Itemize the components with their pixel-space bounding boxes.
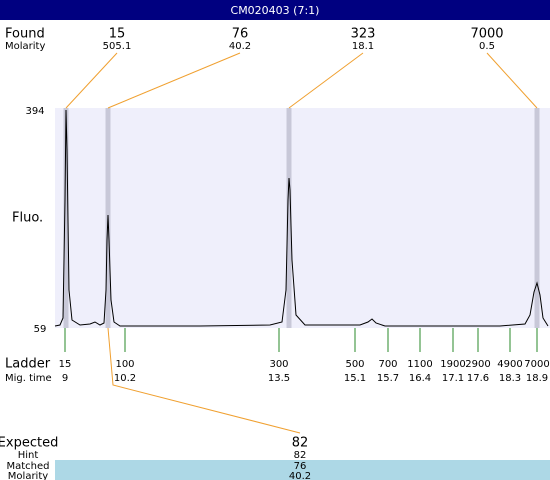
ladder-size: 700 — [378, 359, 397, 370]
ladder-time: 17.1 — [442, 373, 464, 384]
molarity-label: Molarity — [8, 471, 48, 480]
ladder-size: 1900 — [440, 359, 465, 370]
plot-area — [55, 108, 550, 328]
ladder-size: 2900 — [465, 359, 490, 370]
hint-value: 82 — [294, 450, 307, 461]
ladder-time: 18.9 — [526, 373, 548, 384]
molarity-value: 40.2 — [289, 471, 311, 480]
hint-label: Hint — [18, 450, 39, 461]
found-molarity-label: Molarity — [5, 41, 45, 52]
y-axis-label: Fluo. — [12, 211, 43, 226]
expected-leader — [107, 327, 301, 434]
ladder-time: 18.3 — [499, 373, 521, 384]
ladder-time: 9 — [62, 373, 68, 384]
y-top-label: 394 — [25, 106, 44, 117]
found-size: 7000 — [470, 27, 503, 42]
peak-band — [63, 108, 69, 328]
ladder-size: 15 — [59, 359, 72, 370]
ladder-time: 15.7 — [377, 373, 399, 384]
ladder-size: 7000 — [524, 359, 549, 370]
found-molarity: 505.1 — [103, 41, 132, 52]
mig-time-label: Mig. time — [5, 373, 52, 384]
peak-band — [286, 108, 292, 328]
peak-leader — [107, 52, 241, 109]
ladder-size: 100 — [115, 359, 134, 370]
ladder-time: 16.4 — [409, 373, 431, 384]
title-bar — [0, 0, 550, 20]
found-molarity: 0.5 — [479, 41, 495, 52]
ladder-size: 1100 — [407, 359, 432, 370]
ladder-size: 300 — [269, 359, 288, 370]
y-bottom-label: 59 — [34, 324, 47, 335]
peak-band — [534, 108, 540, 328]
found-molarity: 40.2 — [229, 41, 251, 52]
found-size: 15 — [109, 27, 126, 42]
ladder-time: 17.6 — [467, 373, 489, 384]
ladder-size: 4900 — [497, 359, 522, 370]
matched-value: 76 — [294, 461, 307, 472]
expected-label: Expected — [0, 436, 58, 451]
trace — [54, 109, 549, 327]
matched-highlight — [55, 460, 550, 480]
ladder-time: 10.2 — [114, 373, 136, 384]
ladder-size: 500 — [345, 359, 364, 370]
ladder-label: Ladder — [5, 357, 51, 372]
found-size: 76 — [232, 27, 249, 42]
peak-leader — [486, 52, 538, 109]
found-size: 323 — [351, 27, 376, 42]
title: CM020403 (7:1) — [231, 4, 320, 17]
peak-leader — [65, 52, 118, 109]
expected-value: 82 — [292, 436, 309, 451]
peak-leader — [288, 52, 364, 109]
matched-label: Matched — [6, 461, 49, 472]
ladder-time: 13.5 — [268, 373, 290, 384]
found-molarity: 18.1 — [352, 41, 374, 52]
ladder-time: 15.1 — [344, 373, 366, 384]
found-label: Found — [5, 27, 45, 42]
